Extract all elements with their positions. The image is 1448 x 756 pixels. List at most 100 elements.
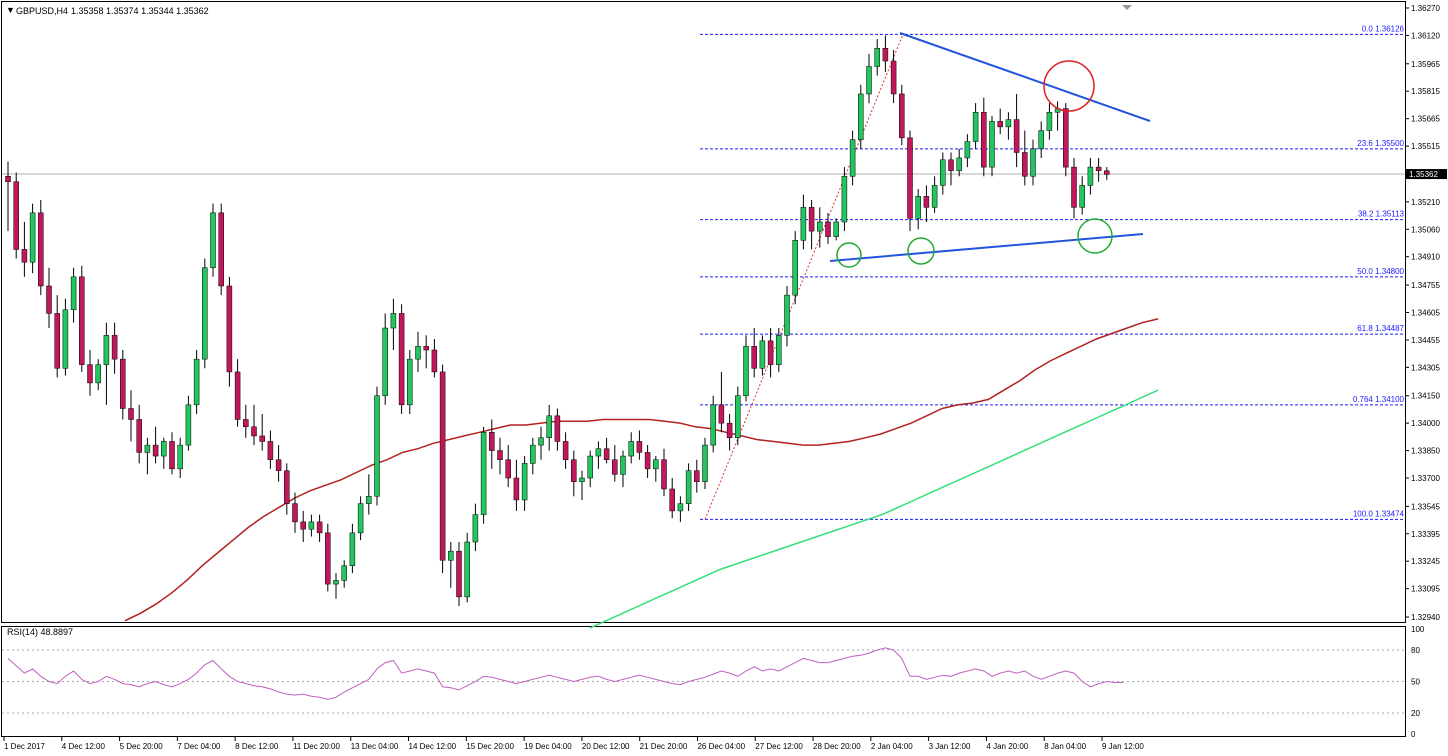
candle <box>981 97 987 177</box>
candle-body <box>1038 130 1044 150</box>
candle-body <box>808 207 815 232</box>
candle-body <box>571 459 577 482</box>
candle-body <box>505 459 511 479</box>
candle <box>882 35 889 73</box>
candle-body <box>226 285 233 373</box>
candle <box>1104 167 1110 180</box>
chart-header-arrow-icon[interactable]: ▼ <box>6 5 15 15</box>
candle <box>702 437 708 489</box>
candle-body <box>751 346 757 369</box>
price-tick-label: 1.34000 <box>1411 419 1440 428</box>
price-tick-label: 1.33245 <box>1411 557 1440 566</box>
candle-body <box>587 455 593 479</box>
candle <box>62 298 69 376</box>
candle-body <box>899 93 905 139</box>
candle <box>759 335 766 376</box>
scroll-marker-icon[interactable] <box>1122 5 1132 10</box>
candle-body <box>612 459 618 475</box>
main-panel-frame <box>1 1 1406 623</box>
candle <box>849 130 856 186</box>
fib-label: 61.8 1.34487 <box>1357 324 1404 333</box>
candle <box>612 445 618 482</box>
candle-body <box>890 60 897 95</box>
price-tick-label: 1.34305 <box>1411 363 1440 372</box>
candle <box>841 167 848 232</box>
candle <box>390 298 397 350</box>
candle-body <box>169 441 175 470</box>
candle-body <box>874 47 880 67</box>
candle-body <box>948 159 954 172</box>
fib-anchor-line <box>704 34 904 520</box>
time-tick-label: 4 Dec 12:00 <box>62 742 106 751</box>
candle-body <box>841 176 848 223</box>
candle <box>497 437 503 475</box>
candle <box>87 349 93 396</box>
candle-body <box>341 565 347 581</box>
candle <box>259 414 265 451</box>
candle <box>333 573 339 599</box>
price-tick-label: 1.36270 <box>1411 4 1440 13</box>
candle-body <box>849 139 856 177</box>
candle <box>907 130 913 232</box>
candle-body <box>480 432 487 515</box>
candle-body <box>759 340 766 369</box>
candle-body <box>62 309 69 369</box>
candle-body <box>907 137 913 219</box>
candle-body <box>743 346 749 396</box>
candle-body <box>882 47 889 62</box>
candle <box>144 437 151 475</box>
candle <box>374 386 380 506</box>
candle <box>120 349 126 420</box>
candle-body <box>202 267 208 360</box>
time-tick-label: 8 Jan 04:00 <box>1044 742 1086 751</box>
candle-body <box>1104 170 1110 175</box>
candle <box>54 295 60 378</box>
price-tick-label: 1.33395 <box>1411 530 1440 539</box>
candle-body <box>431 349 438 373</box>
candle <box>661 448 667 497</box>
rsi-tick-label: 80 <box>1411 646 1420 655</box>
candle <box>513 459 520 511</box>
candle-body <box>29 212 36 263</box>
candle <box>530 437 536 475</box>
current-price-label: 1.35362 <box>1409 170 1438 179</box>
candle <box>275 445 282 482</box>
candle <box>972 103 979 149</box>
candle-body <box>767 340 774 365</box>
candle <box>628 432 634 464</box>
candle-body <box>710 404 716 446</box>
candle <box>95 359 101 391</box>
candle <box>554 408 561 451</box>
price-tick-label: 1.34150 <box>1411 392 1440 401</box>
candle <box>784 285 790 347</box>
price-tick-label: 1.34910 <box>1411 253 1440 262</box>
rsi-line <box>7 647 1124 700</box>
fib-label: 100.0 1.33474 <box>1353 509 1405 518</box>
candle-body <box>103 335 110 365</box>
candle <box>538 426 544 460</box>
candle <box>1071 157 1077 219</box>
candle <box>866 53 872 104</box>
candle-body <box>685 470 692 504</box>
candle-body <box>1071 166 1077 208</box>
candle-body <box>382 327 388 396</box>
time-tick-label: 5 Dec 20:00 <box>120 742 164 751</box>
candle <box>185 395 192 451</box>
candle <box>595 441 602 469</box>
candle <box>677 496 684 522</box>
candle <box>292 492 298 533</box>
candle <box>349 523 356 574</box>
candle <box>407 349 413 414</box>
candle-body <box>735 395 741 439</box>
candle <box>1022 130 1028 186</box>
candle-body <box>1030 148 1036 177</box>
candle <box>316 514 323 543</box>
candle <box>431 339 438 378</box>
price-tick-label: 1.35515 <box>1411 142 1440 151</box>
candle <box>1063 103 1069 177</box>
candle-body <box>79 276 85 365</box>
candle-body <box>940 159 946 186</box>
candle <box>956 148 962 177</box>
candle-body <box>1005 119 1012 128</box>
candle <box>964 134 971 168</box>
